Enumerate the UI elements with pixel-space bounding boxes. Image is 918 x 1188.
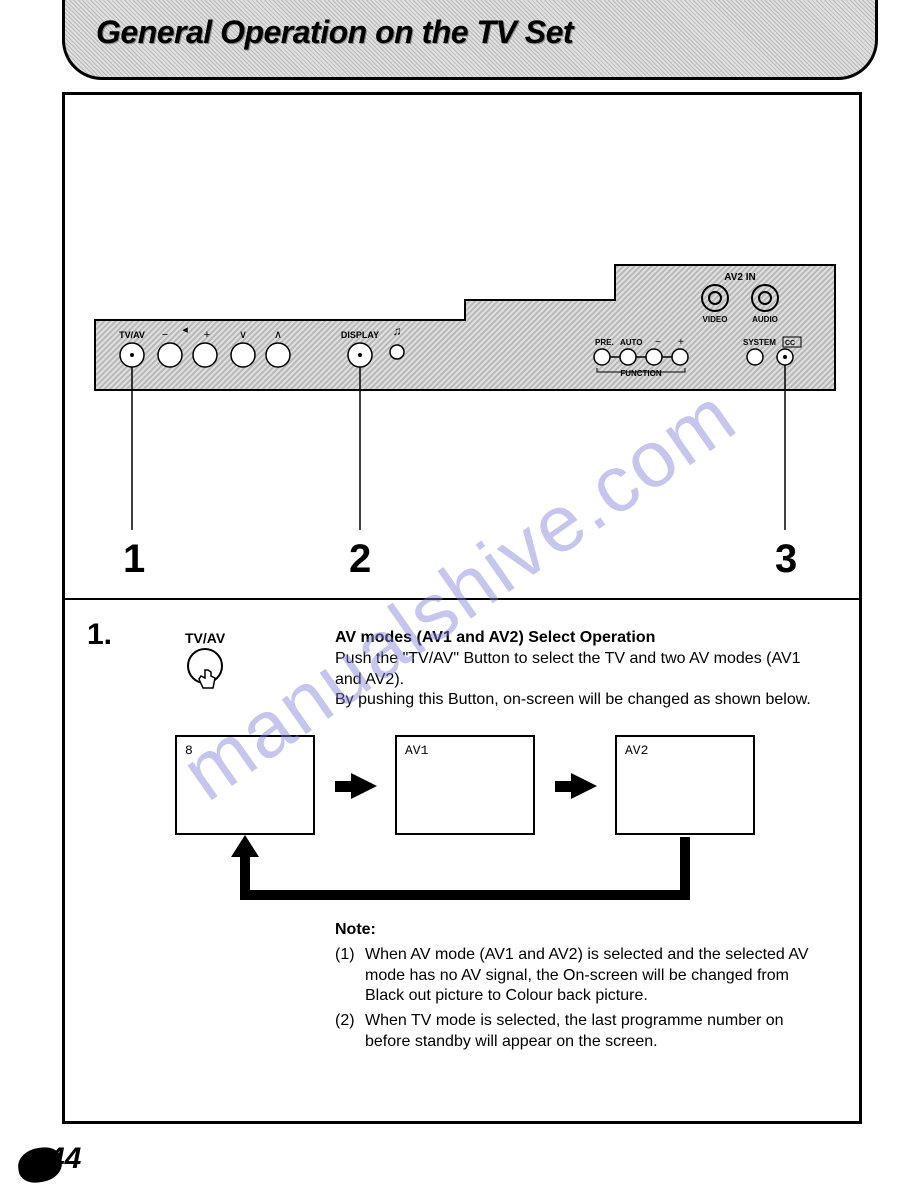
note-2: (2) When TV mode is selected, the last p… <box>335 1011 829 1053</box>
svg-text:∧: ∧ <box>274 329 282 341</box>
note-block: Note: (1) When AV mode (AV1 and AV2) is … <box>335 920 829 1053</box>
svg-text:PRE.: PRE. <box>595 338 614 347</box>
hand-icon <box>197 668 221 696</box>
svg-text:◂: ◂ <box>182 324 188 336</box>
return-arrow-icon <box>175 735 795 935</box>
note-2-text: When TV mode is selected, the last progr… <box>365 1011 829 1053</box>
callout-1: 1 <box>123 537 145 582</box>
callout-2: 2 <box>349 537 371 582</box>
svg-text:VIDEO: VIDEO <box>703 315 728 324</box>
step-line2: By pushing this Button, on-screen will b… <box>335 690 829 711</box>
note-1-marker: (1) <box>335 945 365 1007</box>
screen-flow: 8 AV1 AV2 <box>175 735 795 935</box>
tvav-label: TV/AV <box>185 630 225 646</box>
step-number: 1. <box>87 618 112 652</box>
svg-text:DISPLAY: DISPLAY <box>341 330 379 340</box>
svg-text:∨: ∨ <box>239 329 247 341</box>
page-number: 44 <box>48 1142 81 1176</box>
step-line1: Push the "TV/AV" Button to select the TV… <box>335 649 829 691</box>
svg-text:−: − <box>655 337 661 348</box>
svg-text:AV2 IN: AV2 IN <box>724 272 756 283</box>
note-label: Note: <box>335 920 829 941</box>
svg-text:+: + <box>204 329 210 341</box>
step-heading: AV modes (AV1 and AV2) Select Operation <box>335 628 829 649</box>
callout-3: 3 <box>775 537 797 582</box>
step-text: AV modes (AV1 and AV2) Select Operation … <box>335 628 829 711</box>
svg-text:+: + <box>678 337 684 348</box>
svg-text:SYSTEM: SYSTEM <box>743 338 776 347</box>
svg-text:FUNCTION: FUNCTION <box>620 369 662 378</box>
svg-text:TV/AV: TV/AV <box>119 330 145 340</box>
tvav-button-illustration: TV/AV <box>185 630 225 684</box>
tvav-circle-icon <box>187 648 223 684</box>
panel-diagram-section: TV/AV − ◂ + ∨ ∧ DISPLAY ♫ PRE. <box>65 95 859 600</box>
svg-text:AUTO: AUTO <box>620 338 643 347</box>
tv-panel-illustration: TV/AV − ◂ + ∨ ∧ DISPLAY ♫ PRE. <box>85 260 845 600</box>
note-1-text: When AV mode (AV1 and AV2) is selected a… <box>365 945 829 1007</box>
svg-text:−: − <box>162 329 168 341</box>
note-2-marker: (2) <box>335 1011 365 1053</box>
content-frame: TV/AV − ◂ + ∨ ∧ DISPLAY ♫ PRE. <box>62 92 862 1124</box>
page-title: General Operation on the TV Set <box>96 14 573 51</box>
svg-text:AUDIO: AUDIO <box>752 315 778 324</box>
note-1: (1) When AV mode (AV1 and AV2) is select… <box>335 945 829 1007</box>
svg-text:CC: CC <box>785 340 795 347</box>
instruction-section: 1. TV/AV AV modes (AV1 and AV2) Select O… <box>65 600 859 1121</box>
svg-text:♫: ♫ <box>393 324 402 338</box>
